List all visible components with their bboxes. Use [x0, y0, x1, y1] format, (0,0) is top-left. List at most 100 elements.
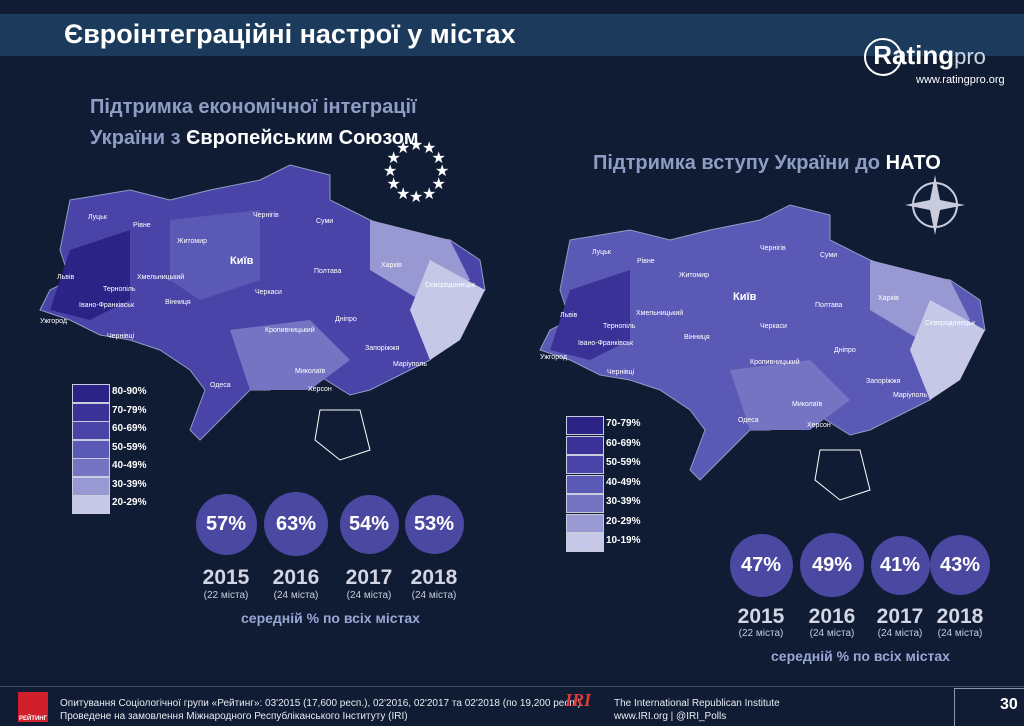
nato-city-label: Суми: [820, 252, 838, 259]
page-number-box: [954, 688, 1024, 726]
nato-city-label: Сєвєродонецьк: [925, 320, 976, 327]
eu-star-icon: ★: [431, 150, 446, 167]
eu-star-icon: ★: [435, 163, 450, 180]
eu-city-label: Маріуполь: [393, 361, 428, 368]
eu-legend-swatch: [72, 439, 110, 459]
iri-logo: IRI: [565, 690, 592, 710]
eu-star-icon: ★: [409, 189, 424, 206]
nato-bubble-2018: 43%: [930, 535, 990, 595]
nato-caption: середній % по всіх містах: [771, 648, 950, 664]
eu-legend-swatch: [72, 495, 110, 514]
eu-star-icon: ★: [409, 137, 424, 154]
eu-bubble-2016: 63%: [264, 492, 328, 556]
eu-legend-swatch: [72, 402, 110, 422]
eu-year-label: 2016: [272, 566, 320, 589]
eu-star-icon: ★: [386, 150, 401, 167]
nato-city-label: Вінниця: [684, 334, 710, 341]
footer-divider: [0, 686, 1024, 687]
logo-text: Rating: [873, 40, 955, 70]
nato-bubble-2015: 47%: [729, 533, 793, 597]
eu-city-label: Рівне: [133, 222, 151, 229]
nato-city-label: Чернівці: [607, 369, 635, 376]
eu-city-count: (24 міста): [346, 590, 392, 601]
nato-legend-label: 50-59%: [606, 457, 641, 468]
nato-city-label: Полтава: [815, 302, 843, 309]
eu-city-label: Чернігів: [253, 212, 279, 219]
eu-city-label: Миколаїв: [295, 368, 326, 375]
rating-logo: РЕЙТИНГ: [18, 692, 48, 722]
nato-city-label: Херсон: [807, 422, 831, 429]
eu-star-icon: ★: [422, 185, 437, 203]
eu-city-label: Чернівці: [107, 333, 135, 340]
nato-legend-label: 20-29%: [606, 515, 641, 527]
eu-bubble-2017: 54%: [339, 494, 399, 554]
eu-city-count: (24 міста): [411, 590, 457, 601]
nato-city-count: (22 міста): [738, 628, 784, 639]
nato-legend-swatch: [566, 435, 604, 455]
eu-city-label: Івано-Франківськ: [79, 302, 135, 309]
nato-city-label: Дніпро: [834, 347, 856, 354]
nato-bubble-2017: 41%: [870, 535, 930, 595]
footer-line1: Опитування Соціологічної групи «Рейтинг»…: [60, 698, 584, 709]
eu-city-label: Львів: [57, 274, 75, 281]
eu-star-icon: ★: [396, 185, 411, 203]
eu-year-label: 2017: [345, 566, 393, 589]
eu-city-label: Херсон: [308, 386, 332, 393]
nato-bubble-2016: 49%: [800, 533, 864, 597]
nato-year-label: 2018: [936, 605, 984, 628]
eu-legend-swatch: [72, 476, 110, 496]
nato-legend-swatch: [566, 474, 604, 494]
eu-heading-line1: Підтримка економічної інтеграції: [90, 96, 417, 118]
eu-city-label: Хмельницький: [137, 274, 185, 281]
iri-info: The International Republican Institute w…: [614, 697, 780, 723]
nato-year-label: 2017: [876, 605, 924, 628]
eu-heading: Підтримка економічної інтеграції України…: [90, 92, 419, 154]
eu-city-label: Сєвєродонецьк: [425, 282, 476, 289]
nato-city-label: Харків: [878, 295, 899, 302]
eu-heading-line2: України з Європейським Союзом: [90, 127, 419, 149]
nato-city-label: Чернігів: [760, 245, 786, 252]
nato-city-label: Львів: [560, 312, 578, 319]
footer-source: Опитування Соціологічної групи «Рейтинг»…: [60, 697, 584, 723]
nato-legend-label: 10-19%: [606, 535, 641, 546]
nato-heading-bold: НАТО: [885, 152, 941, 174]
nato-city-count: (24 міста): [809, 628, 855, 639]
eu-star-icon: ★: [386, 176, 401, 193]
eu-city-label: Житомир: [177, 238, 208, 245]
iri-line2: www.IRI.org | @IRI_Polls: [614, 711, 727, 722]
nato-legend-label: 40-49%: [606, 476, 641, 488]
eu-legend-label: 40-49%: [112, 460, 147, 471]
nato-city-label: Київ: [733, 291, 757, 303]
eu-city-label: Вінниця: [165, 299, 191, 306]
nato-year-label: 2016: [808, 605, 856, 628]
eu-city-label: Суми: [316, 218, 334, 225]
nato-city-label: Житомир: [679, 272, 710, 279]
title-bar: [0, 14, 1024, 56]
nato-city-label: Рівне: [637, 258, 655, 265]
nato-compass-icon: [905, 175, 965, 235]
eu-legend-label: 60-69%: [112, 423, 147, 434]
eu-star-icon: ★: [431, 176, 446, 193]
eu-city-label: Дніпро: [335, 316, 357, 323]
ratingpro-logo: Ratingpro: [866, 40, 986, 71]
eu-city-label: Тернопіль: [103, 286, 136, 293]
nato-city-label: Миколаїв: [792, 401, 823, 408]
nato-legend-swatch: [566, 533, 604, 552]
nato-legend-label: 70-79%: [606, 418, 641, 429]
eu-city-label: Кропивницький: [265, 327, 315, 334]
eu-star-icon: ★: [396, 140, 411, 158]
eu-legend-label: 50-59%: [112, 441, 147, 453]
logo-suffix: pro: [954, 44, 986, 69]
nato-legend-swatch: [566, 513, 604, 533]
eu-map: [39, 164, 486, 461]
eu-city-label: Харків: [381, 262, 402, 269]
nato-city-label: Черкаси: [760, 323, 787, 330]
nato-city-label: Хмельницький: [636, 310, 684, 317]
eu-city-label: Запоріжжя: [365, 345, 400, 352]
eu-star-icon: ★: [383, 163, 398, 180]
eu-legend-label: 30-39%: [112, 478, 147, 490]
page-title: Євроінтеграційні настрої у містах: [64, 19, 516, 49]
nato-map: [539, 204, 986, 501]
eu-city-label: Київ: [230, 255, 254, 267]
